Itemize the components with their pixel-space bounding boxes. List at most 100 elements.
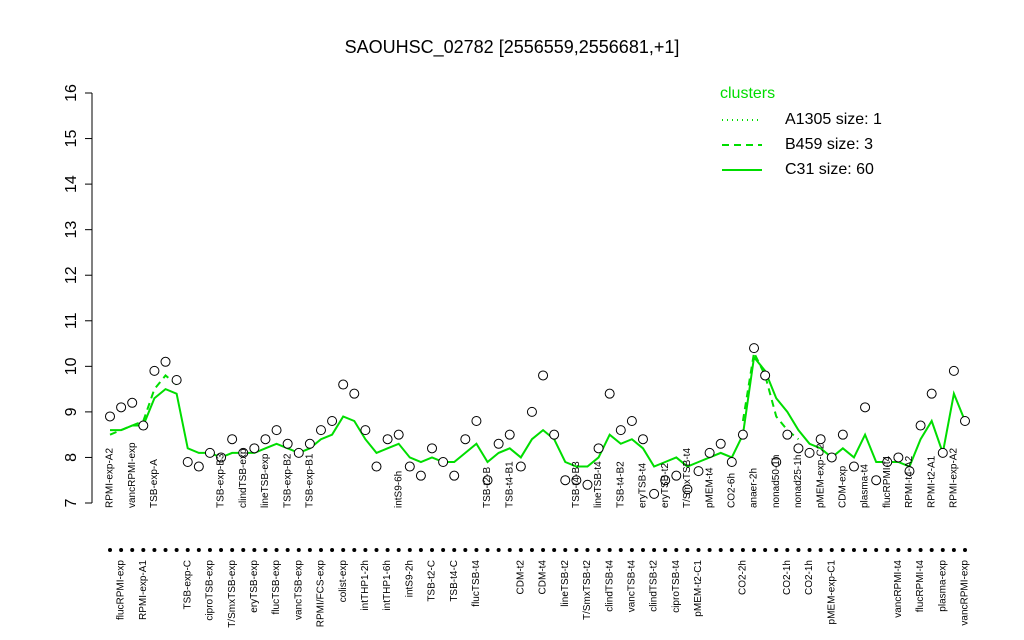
x-tick-label: vancTSB-t4 [627, 560, 638, 613]
x-tick-label: RPMI-exp-A1 [138, 560, 149, 620]
rug-dot [385, 548, 390, 552]
data-point [216, 452, 227, 463]
y-tick-label: 12 [63, 266, 80, 284]
x-tick-label: colist-exp [338, 560, 349, 603]
rug-dot [796, 548, 801, 552]
rug-dot [951, 548, 956, 552]
rug-dot [152, 548, 157, 552]
data-point [926, 388, 937, 399]
rug-dot [785, 548, 790, 552]
y-tick-label: 13 [63, 221, 80, 239]
rug-dot [718, 548, 723, 552]
x-tick-label: TSB-t4-B2 [615, 461, 626, 508]
rug-dot [752, 548, 757, 552]
data-point [815, 434, 826, 445]
data-point [960, 416, 970, 426]
data-point [737, 429, 748, 440]
data-point [327, 416, 338, 426]
rug-dot [141, 548, 146, 552]
x-tick-label: flucTSB-exp [271, 560, 282, 615]
rug-dot [851, 548, 856, 552]
rug-dot [330, 548, 335, 552]
chart-title: SAOUHSC_02782 [2556559,2556681,+1] [345, 37, 680, 58]
rug-dot [818, 548, 823, 552]
rug-dot [130, 548, 135, 552]
data-point [715, 438, 726, 449]
x-tick-label: TSB-t4-C [449, 560, 460, 602]
rug-dot [896, 548, 901, 552]
data-point [549, 429, 560, 440]
data-point [571, 475, 582, 486]
data-point [948, 365, 959, 376]
rug-dot [541, 548, 546, 552]
rug-dot [685, 548, 690, 552]
data-point [660, 475, 671, 486]
x-tick-label: TSB-exp-B1 [305, 453, 316, 508]
rug-dot [940, 548, 945, 552]
rug-dot [840, 548, 845, 552]
x-tick-label: flucRPMI-t4 [915, 560, 926, 613]
data-point [860, 402, 871, 413]
legend-label: B459 size: 3 [785, 136, 873, 153]
rug-dot [696, 548, 701, 552]
rug-dot [585, 548, 590, 552]
x-tick-label: TSB-exp-B2 [282, 453, 293, 508]
x-tick-label: TSB-t4-B3 [571, 461, 582, 508]
legend-label: A1305 size: 1 [785, 111, 882, 128]
x-tick-label: lineTSB-t2 [560, 560, 571, 607]
data-point [493, 438, 504, 449]
data-point [682, 484, 693, 495]
data-point [782, 429, 793, 440]
data-point [371, 461, 382, 472]
rug-dot [318, 548, 323, 552]
rug-dot [430, 548, 435, 552]
data-point [127, 397, 138, 408]
y-tick-label: 16 [63, 84, 80, 102]
x-tick-label: T/SmxTSB-t2 [582, 560, 593, 620]
data-point [749, 343, 760, 354]
rug-dot [640, 548, 645, 552]
data-point [915, 420, 926, 431]
rug-dot [185, 548, 190, 552]
x-tick-label: flucRPMI-exp [116, 560, 127, 620]
rug-dot [463, 548, 468, 552]
data-point [760, 370, 771, 381]
x-tick-label: clindTSB-t2 [649, 560, 660, 612]
x-tick-label: clindTSB-exp [238, 448, 249, 508]
data-point [116, 402, 127, 413]
rug-dot [219, 548, 224, 552]
data-point [227, 434, 238, 445]
x-tick-label: eryTSB-t2 [660, 463, 671, 508]
x-tick-label: CO2-6h [726, 473, 737, 508]
rug-dot [119, 548, 124, 552]
data-point [504, 429, 515, 440]
data-point [282, 438, 293, 449]
x-tick-label: vancRPMI-t4 [893, 560, 904, 618]
rug-dot [485, 548, 490, 552]
x-tick-label: TSB-exp-C [182, 560, 193, 609]
data-point [315, 425, 326, 436]
data-point [704, 447, 715, 458]
x-tick-label: TSB-t2-C [427, 560, 438, 602]
x-tick-label: TSB-t4-B1 [504, 461, 515, 508]
x-tick-label: vancRPMI-exp [960, 560, 971, 626]
rug-dot [518, 548, 523, 552]
rug-dot [907, 548, 912, 552]
data-point [160, 356, 171, 367]
x-tick-label: pMEM-exp-C2 [815, 443, 826, 508]
x-tick-label: plasma-exp [937, 560, 948, 612]
data-point [482, 475, 493, 486]
rug-dot [352, 548, 357, 552]
rug-dot [363, 548, 368, 552]
x-tick-label: vancTSB-exp [293, 560, 304, 620]
rug-dot [207, 548, 212, 552]
data-point [349, 388, 360, 399]
x-tick-label: lineTSB-exp [260, 453, 271, 508]
x-tick-label: TSB-exp-B3 [216, 453, 227, 508]
data-point [526, 406, 537, 417]
x-tick-label: pMEM-t4 [704, 467, 715, 508]
rug-dot [496, 548, 501, 552]
rug-dot [629, 548, 634, 552]
x-tick-label: intTHP1-2h [360, 560, 371, 611]
